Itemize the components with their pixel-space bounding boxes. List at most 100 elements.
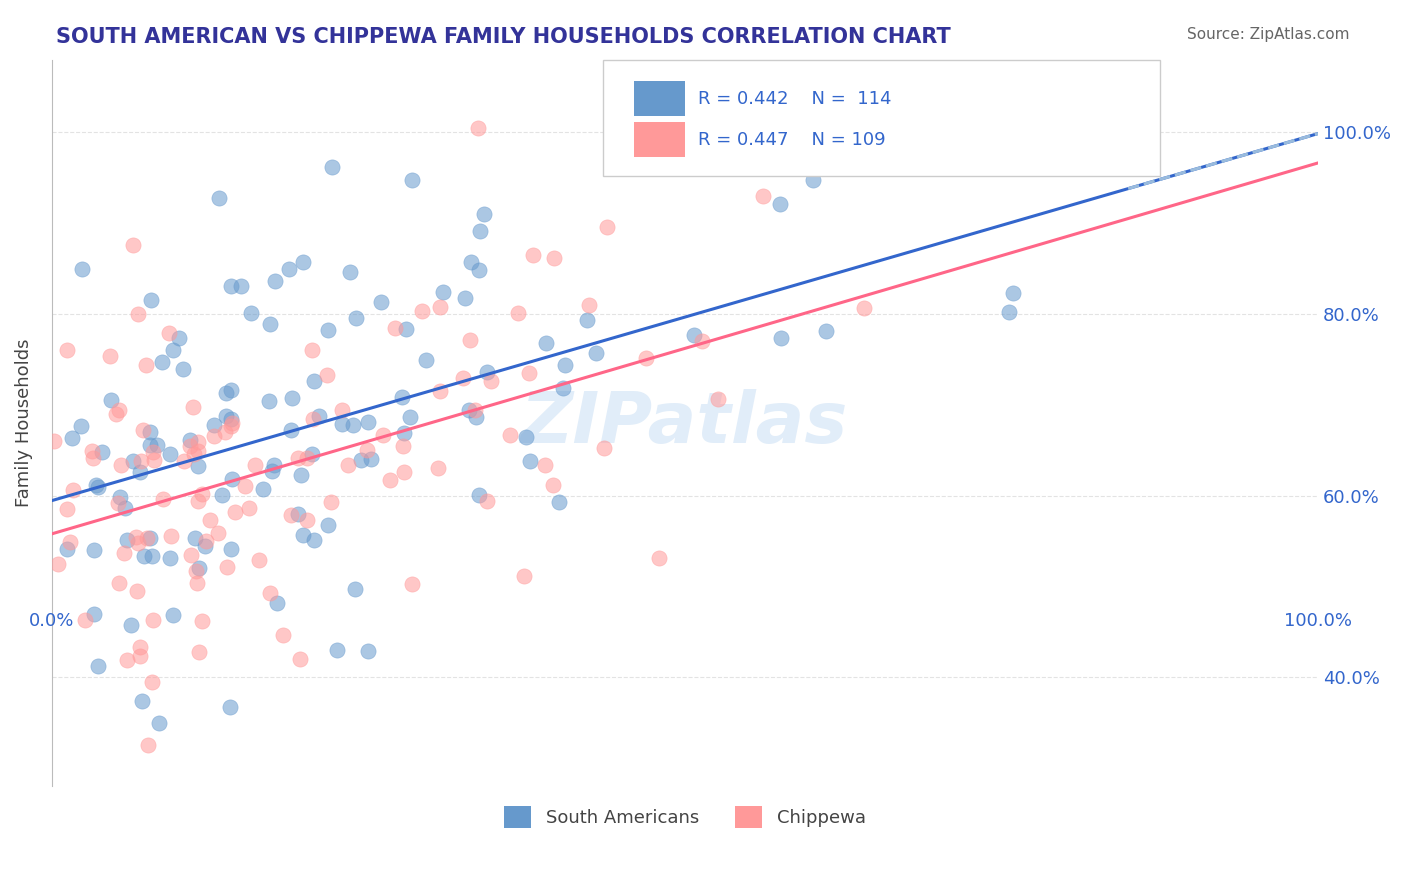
Chippewa [46, 557, 69, 571]
Chippewa [392, 465, 415, 479]
South Americans [87, 480, 110, 494]
Chippewa [288, 652, 311, 666]
South Americans [83, 607, 105, 621]
Chippewa [135, 359, 157, 373]
Chippewa [112, 546, 135, 560]
South Americans [278, 262, 301, 277]
Chippewa [136, 739, 159, 753]
Chippewa [56, 343, 79, 358]
Chippewa [127, 535, 149, 549]
Chippewa [58, 535, 80, 549]
South Americans [129, 465, 152, 479]
South Americans [308, 409, 330, 424]
Chippewa [117, 653, 139, 667]
Chippewa [337, 458, 360, 473]
Chippewa [173, 453, 195, 467]
Chippewa [142, 445, 165, 459]
Chippewa [157, 326, 180, 340]
South Americans [394, 425, 416, 440]
Chippewa [330, 403, 353, 417]
South Americans [55, 541, 77, 556]
Chippewa [247, 552, 270, 566]
South Americans [100, 392, 122, 407]
Chippewa [187, 444, 209, 458]
South Americans [287, 507, 309, 521]
South Americans [167, 331, 190, 345]
South Americans [350, 453, 373, 467]
Chippewa [141, 675, 163, 690]
South Americans [159, 551, 181, 566]
South Americans [395, 322, 418, 336]
Chippewa [280, 508, 302, 522]
South Americans [302, 533, 325, 548]
Chippewa [195, 533, 218, 548]
Chippewa [596, 219, 619, 234]
Chippewa [135, 531, 157, 545]
South Americans [370, 294, 392, 309]
Chippewa [62, 483, 84, 497]
Chippewa [451, 370, 474, 384]
Chippewa [110, 458, 132, 472]
Chippewa [107, 496, 129, 510]
Chippewa [180, 548, 202, 562]
Chippewa [184, 564, 207, 578]
South Americans [87, 659, 110, 673]
South Americans [263, 274, 285, 288]
FancyBboxPatch shape [634, 81, 685, 116]
South Americans [252, 482, 274, 496]
South Americans [202, 418, 225, 433]
Chippewa [371, 428, 394, 442]
Text: 100.0%: 100.0% [1284, 612, 1353, 630]
South Americans [515, 430, 537, 444]
Chippewa [458, 333, 481, 347]
Chippewa [295, 451, 318, 466]
South Americans [292, 255, 315, 269]
South Americans [122, 453, 145, 467]
South Americans [219, 278, 242, 293]
Chippewa [125, 584, 148, 599]
South Americans [342, 417, 364, 432]
South Americans [468, 224, 491, 238]
Chippewa [499, 428, 522, 442]
South Americans [152, 355, 174, 369]
South Americans [998, 305, 1021, 319]
Legend: South Americans, Chippewa: South Americans, Chippewa [496, 799, 873, 836]
South Americans [208, 191, 231, 205]
Chippewa [316, 368, 339, 382]
South Americans [321, 160, 343, 174]
Chippewa [191, 614, 214, 628]
Chippewa [104, 407, 127, 421]
South Americans [801, 173, 824, 187]
Chippewa [200, 513, 222, 527]
Y-axis label: Family Households: Family Households [15, 339, 32, 508]
South Americans [162, 607, 184, 622]
Chippewa [479, 374, 502, 388]
Chippewa [429, 384, 451, 398]
Chippewa [129, 640, 152, 654]
Chippewa [506, 306, 529, 320]
South Americans [316, 322, 339, 336]
South Americans [141, 549, 163, 563]
Chippewa [221, 416, 243, 430]
South Americans [553, 381, 575, 395]
South Americans [266, 596, 288, 610]
Chippewa [98, 349, 121, 363]
South Americans [357, 644, 380, 658]
Chippewa [541, 478, 564, 492]
Chippewa [160, 529, 183, 543]
Chippewa [384, 320, 406, 334]
South Americans [148, 715, 170, 730]
South Americans [401, 173, 423, 187]
South Americans [280, 423, 302, 437]
Chippewa [634, 351, 657, 365]
South Americans [219, 699, 242, 714]
South Americans [184, 531, 207, 545]
South Americans [468, 488, 491, 502]
South Americans [229, 278, 252, 293]
South Americans [259, 317, 281, 331]
Chippewa [82, 450, 104, 465]
South Americans [292, 527, 315, 541]
South Americans [211, 488, 233, 502]
South Americans [415, 353, 437, 368]
South Americans [432, 285, 454, 299]
